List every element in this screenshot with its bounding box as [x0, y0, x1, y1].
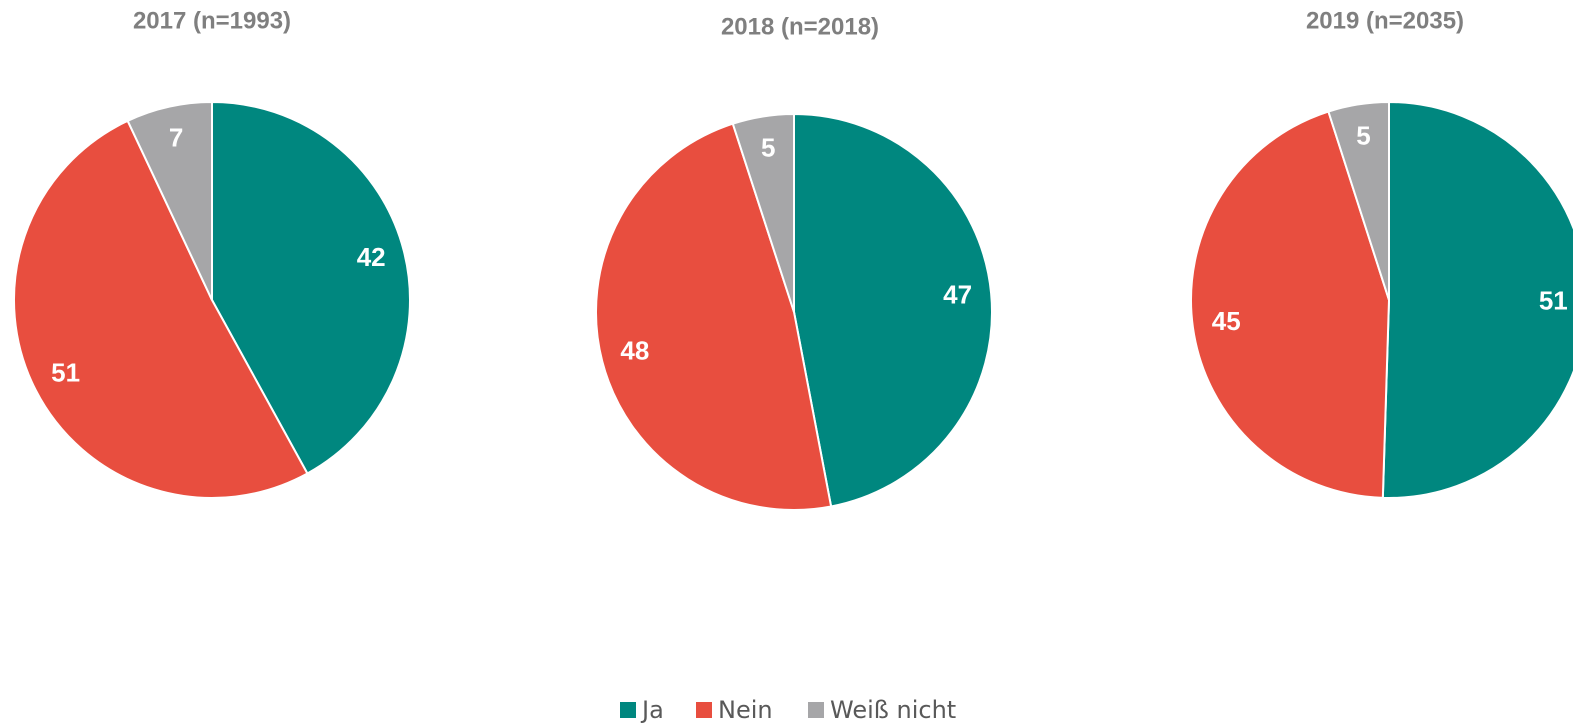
legend-label: Nein [718, 696, 773, 723]
pie-slice [595, 122, 833, 511]
chart-title: 2019 (n=2035) [1306, 7, 1464, 34]
pie-slice [126, 100, 213, 301]
data-label: 5 [1356, 121, 1370, 151]
chart-title: 2017 (n=1993) [133, 7, 291, 34]
data-label: 7 [169, 122, 183, 152]
legend-swatch [696, 702, 712, 718]
legend-swatch [808, 702, 824, 718]
pie-slice [13, 119, 309, 499]
data-label: 51 [1539, 285, 1568, 315]
chart-title: 2018 (n=2018) [721, 13, 879, 40]
legend-label: Weiß nicht [830, 696, 956, 723]
data-label: 42 [357, 242, 386, 272]
data-label: 51 [51, 357, 80, 387]
data-label: 47 [943, 279, 972, 309]
pie-slice [1327, 100, 1390, 301]
data-label: 5 [761, 133, 775, 163]
legend-label: Ja [640, 696, 664, 723]
pie-slice [1381, 100, 1573, 499]
pie-slice [731, 112, 795, 313]
data-label: 45 [1212, 306, 1241, 336]
pie-slice [793, 112, 993, 508]
pie-slice [211, 100, 411, 475]
legend-swatch [620, 702, 636, 718]
data-label: 48 [620, 336, 649, 366]
pie-slice [1190, 110, 1391, 499]
